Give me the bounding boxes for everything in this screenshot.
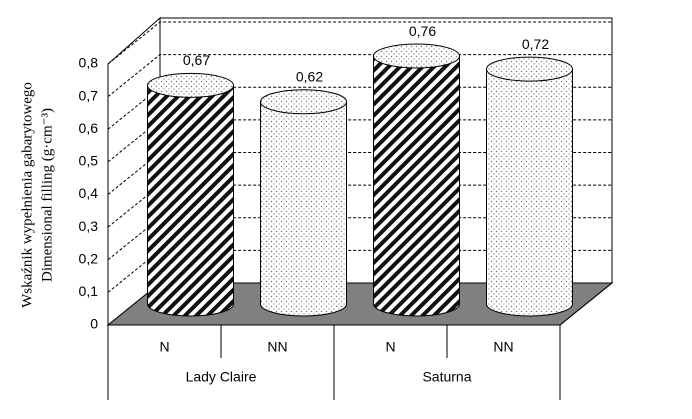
y-title: Wskaźnik wypełnienia gabarytowego Dimens…: [19, 82, 55, 308]
y-title-line: Dimensional filling (g·cm⁻³): [39, 108, 55, 282]
bar-top: [486, 56, 573, 82]
y-tick-label: 0,5: [79, 153, 99, 169]
group-label: Lady Claire: [186, 369, 257, 385]
x-tick-label: N: [159, 339, 169, 355]
axis-line: [559, 282, 613, 326]
x-tick-label: NN: [267, 339, 287, 355]
value-label: 0,72: [522, 36, 549, 52]
group-label: Saturna: [422, 369, 471, 385]
bar: [147, 85, 234, 304]
y-tick-label: 0: [90, 316, 98, 332]
bar: [260, 101, 347, 304]
y-tick-label: 0,3: [79, 218, 99, 234]
bar-top: [373, 43, 460, 69]
x-tick-label: N: [385, 339, 395, 355]
bar: [373, 56, 460, 304]
y-title-line: Wskaźnik wypełnienia gabarytowego: [19, 82, 35, 308]
y-tick-label: 0,2: [79, 250, 99, 266]
y-tick-label: 0,7: [79, 87, 99, 103]
y-tick-label: 0,6: [79, 120, 99, 136]
bar: [486, 69, 573, 304]
bar-top: [260, 89, 347, 115]
x-tick-label: NN: [493, 339, 513, 355]
grid-line: [107, 54, 612, 98]
y-tick-label: 0,1: [79, 283, 99, 299]
value-label: 0,67: [183, 52, 210, 68]
value-label: 0,62: [296, 68, 323, 84]
grid-line: [107, 21, 612, 65]
y-tick-label: 0,4: [79, 185, 99, 201]
y-tick-label: 0,8: [79, 55, 99, 71]
value-label: 0,76: [409, 23, 436, 39]
bar-top: [147, 72, 234, 98]
